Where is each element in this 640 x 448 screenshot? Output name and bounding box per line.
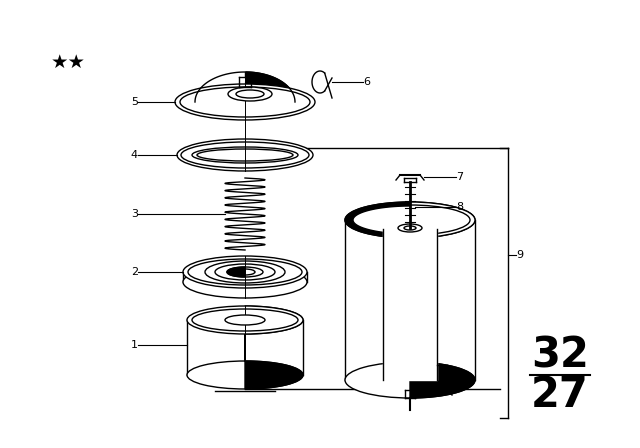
Ellipse shape (205, 261, 285, 283)
Text: 2: 2 (131, 267, 138, 277)
Ellipse shape (227, 267, 263, 277)
Polygon shape (410, 202, 475, 398)
Ellipse shape (183, 266, 307, 298)
Polygon shape (245, 72, 295, 102)
Ellipse shape (183, 256, 307, 288)
Text: 27: 27 (531, 374, 589, 416)
Ellipse shape (192, 147, 298, 163)
Ellipse shape (192, 309, 298, 331)
Ellipse shape (398, 224, 422, 232)
Polygon shape (345, 202, 410, 238)
Text: 9: 9 (516, 250, 523, 260)
Ellipse shape (181, 142, 309, 168)
Ellipse shape (225, 315, 265, 325)
Polygon shape (383, 229, 437, 380)
Ellipse shape (197, 149, 293, 161)
Text: 3: 3 (131, 209, 138, 219)
Ellipse shape (187, 361, 303, 389)
Ellipse shape (180, 87, 310, 117)
Ellipse shape (175, 84, 315, 120)
Polygon shape (245, 261, 285, 283)
Text: 8: 8 (456, 202, 463, 212)
Ellipse shape (404, 226, 416, 230)
Polygon shape (245, 306, 303, 389)
Ellipse shape (345, 362, 475, 398)
Ellipse shape (235, 269, 255, 275)
Ellipse shape (236, 90, 264, 98)
Ellipse shape (188, 259, 302, 285)
Text: ★★: ★★ (51, 52, 86, 72)
Ellipse shape (350, 205, 470, 235)
Polygon shape (227, 267, 245, 277)
Ellipse shape (215, 264, 275, 280)
Text: 4: 4 (131, 150, 138, 160)
Ellipse shape (187, 306, 303, 334)
Ellipse shape (228, 87, 272, 101)
Text: 7: 7 (456, 172, 463, 182)
Text: 5: 5 (131, 97, 138, 107)
Text: 32: 32 (531, 334, 589, 376)
Ellipse shape (177, 139, 313, 171)
Text: 1: 1 (131, 340, 138, 350)
Ellipse shape (345, 202, 475, 238)
Text: 6: 6 (363, 77, 370, 87)
